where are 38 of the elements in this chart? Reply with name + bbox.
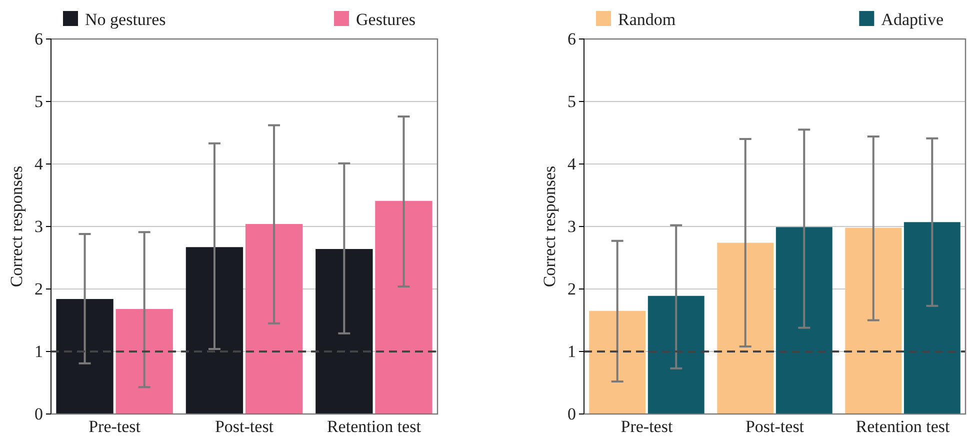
y-axis-title: Correct responses: [540, 166, 558, 288]
bar: [588, 310, 646, 414]
bar: [316, 249, 373, 414]
y-tick-label: 2: [34, 279, 43, 298]
y-tick-label: 1: [34, 342, 43, 361]
x-tick-label: Retention test: [855, 417, 950, 436]
bar: [186, 247, 244, 414]
y-tick-label: 4: [34, 154, 44, 174]
x-tick-label: Retention test: [326, 417, 422, 436]
y-tick-label: 5: [567, 92, 576, 111]
legend-label: Adaptive: [880, 10, 943, 29]
legend-label: Random: [618, 10, 676, 29]
y-tick-label: 0: [34, 404, 43, 424]
legend-label: No gestures: [85, 10, 166, 29]
y-tick-label: 3: [567, 216, 576, 236]
bar: [56, 299, 114, 414]
bar: [844, 228, 902, 414]
x-tick-label: Post-test: [214, 417, 274, 436]
y-tick-label: 2: [567, 279, 576, 298]
x-tick-label: Pre-test: [620, 417, 672, 436]
bar: [716, 242, 774, 414]
y-tick-label: 5: [34, 92, 43, 111]
bar: [647, 296, 704, 414]
y-axis-title: Correct responses: [7, 166, 26, 288]
legend-label: Gestures: [356, 10, 416, 29]
y-tick-label: 1: [567, 342, 576, 361]
y-tick-label: 3: [34, 216, 43, 236]
x-tick-label: Post-test: [744, 417, 804, 436]
x-tick-label: Pre-test: [88, 417, 141, 436]
bar: [375, 200, 432, 414]
bar: [775, 227, 832, 414]
bar: [903, 222, 960, 414]
bar: [245, 224, 303, 414]
bar: [116, 309, 173, 414]
y-tick-label: 4: [567, 154, 576, 174]
y-tick-label: 6: [567, 29, 576, 48]
y-tick-label: 6: [34, 29, 43, 48]
y-tick-label: 0: [567, 404, 576, 424]
